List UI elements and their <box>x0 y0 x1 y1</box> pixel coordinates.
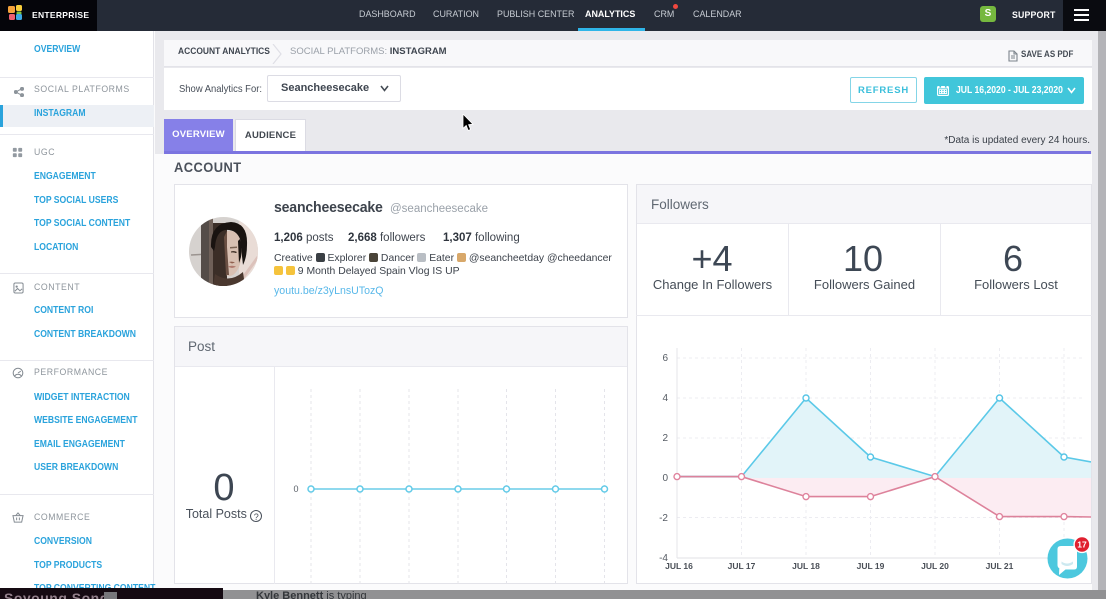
svg-text:17: 17 <box>1077 540 1087 550</box>
svg-text:JUL 21: JUL 21 <box>986 561 1014 571</box>
svg-text:JUL 19: JUL 19 <box>857 561 885 571</box>
svg-text:JUL 20: JUL 20 <box>921 561 949 571</box>
svg-text:-2: -2 <box>659 513 668 524</box>
svg-text:2: 2 <box>662 433 668 444</box>
svg-text:0: 0 <box>662 473 668 484</box>
svg-text:-4: -4 <box>659 553 668 564</box>
svg-text:4: 4 <box>662 393 668 404</box>
svg-text:JUL 17: JUL 17 <box>728 561 756 571</box>
svg-text:JUL 16: JUL 16 <box>665 561 693 571</box>
svg-text:JUL 18: JUL 18 <box>792 561 820 571</box>
svg-text:0: 0 <box>293 484 298 494</box>
svg-text:6: 6 <box>662 353 668 364</box>
